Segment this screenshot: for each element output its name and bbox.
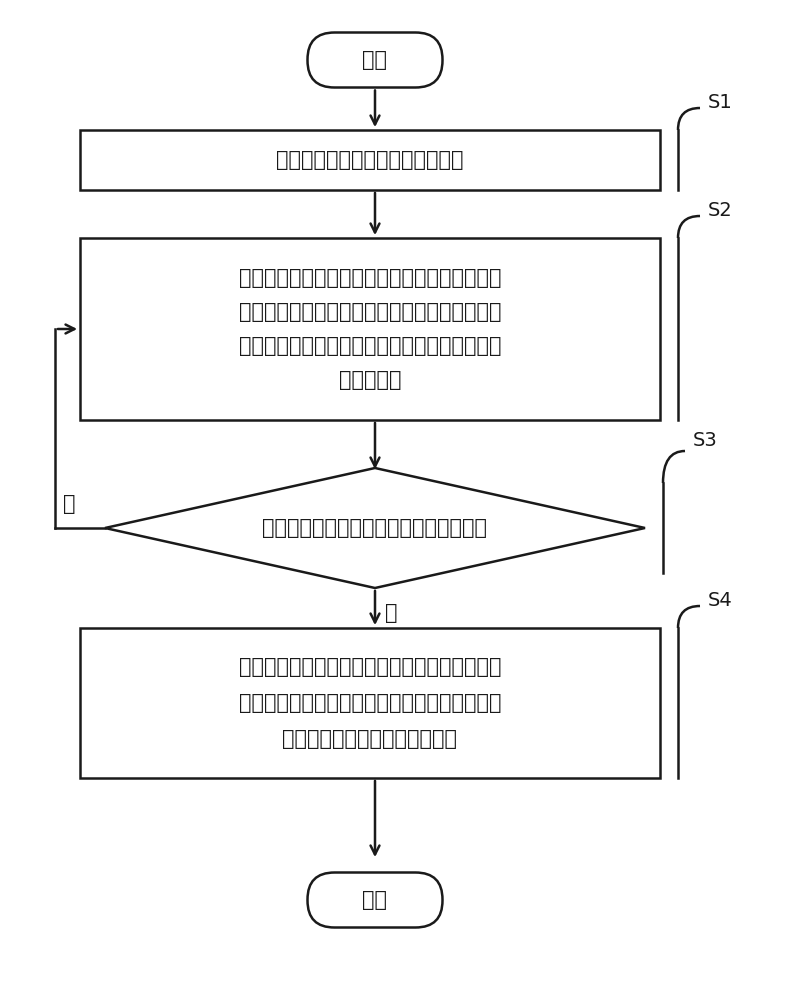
- Text: 根据初始马达模型参数获取负载马达的位移均衡: 根据初始马达模型参数获取负载马达的位移均衡: [239, 268, 501, 288]
- Text: 获取负载马达的初始马达模型参数: 获取负载马达的初始马达模型参数: [277, 150, 464, 170]
- Text: S2: S2: [708, 202, 732, 221]
- Text: 根据生成新的马达模型参数的测试信号获取用于: 根据生成新的马达模型参数的测试信号获取用于: [239, 657, 501, 677]
- Text: 是: 是: [385, 603, 398, 623]
- Text: 达模型参数: 达模型参数: [339, 370, 401, 390]
- Bar: [80, 628, 660, 778]
- Text: 马达性能的测试信号，根据测试信号生成新的马: 马达性能的测试信号，根据测试信号生成新的马: [239, 336, 501, 356]
- Text: 表征马达位移水平的马达特征物理量，根据马达: 表征马达位移水平的马达特征物理量，根据马达: [239, 693, 501, 713]
- Text: 开始: 开始: [363, 50, 387, 70]
- FancyBboxPatch shape: [308, 32, 442, 88]
- FancyBboxPatch shape: [308, 872, 442, 928]
- Text: 否: 否: [63, 494, 76, 514]
- Text: S1: S1: [708, 94, 732, 112]
- Polygon shape: [105, 468, 645, 588]
- Text: 结束: 结束: [363, 890, 387, 910]
- Text: S3: S3: [693, 432, 718, 450]
- Bar: [80, 238, 660, 420]
- Text: 特征物理量获取负载马达的带宽: 特征物理量获取负载马达的带宽: [282, 729, 457, 749]
- Text: 判断新的马达模型参数是否满足预设要求: 判断新的马达模型参数是否满足预设要求: [262, 518, 488, 538]
- Text: S4: S4: [708, 591, 732, 610]
- Text: 器参数，根据位移均衡器参数获取用于测试负载: 器参数，根据位移均衡器参数获取用于测试负载: [239, 302, 501, 322]
- Bar: [80, 130, 660, 190]
